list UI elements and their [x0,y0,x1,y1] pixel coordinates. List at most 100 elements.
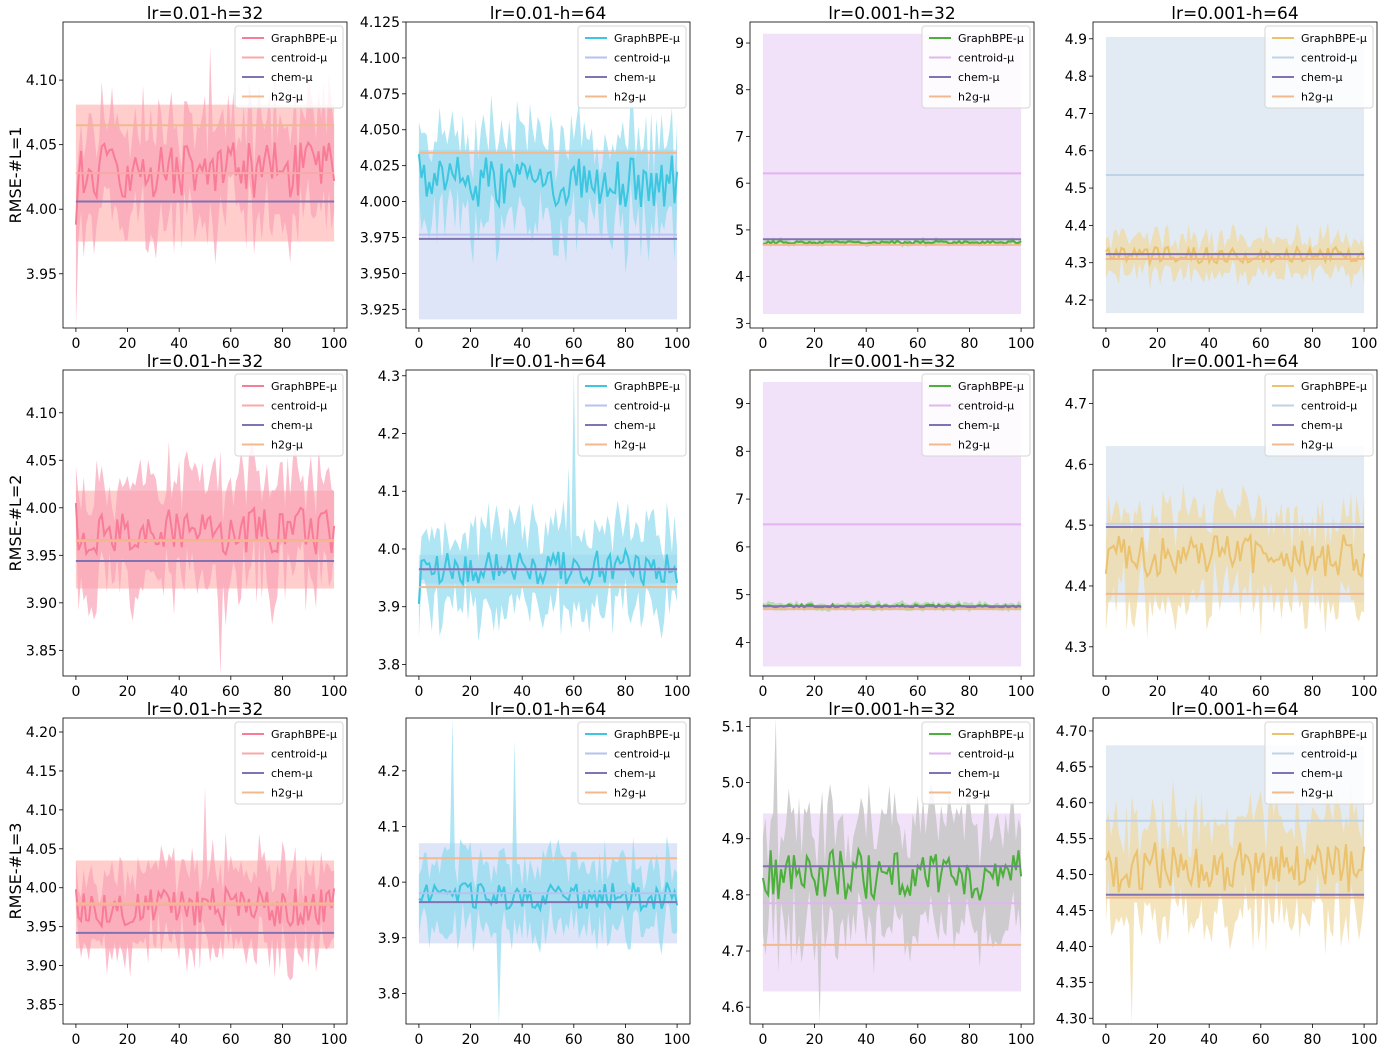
x-tick-label: 0 [758,684,767,700]
legend-box [577,25,687,109]
y-tick-label: 4.00 [26,202,57,218]
x-tick-label: 80 [617,336,635,352]
y-tick-label: 4.8 [1065,69,1087,85]
x-tick-label: 20 [1149,684,1167,700]
subplot-title: lr=0.001-h=64 [1171,4,1298,24]
x-tick-label: 40 [857,1032,875,1048]
x-tick-label: 40 [170,684,188,700]
x-tick-label: 100 [1008,1032,1035,1048]
legend-label-graphbpe: GraphBPE-μ [271,32,337,45]
x-tick-label: 40 [513,1032,531,1048]
y-tick-label: 4.60 [1056,796,1087,812]
x-tick-label: 100 [1351,1032,1378,1048]
graphbpe-band [75,440,335,675]
y-tick-label: 4 [735,636,744,652]
subplot-title: lr=0.001-h=64 [1171,700,1298,720]
legend-label-centroid: centroid-μ [958,748,1014,761]
x-tick-label: 60 [222,336,240,352]
plot-area [74,47,336,328]
plot-area [74,440,336,675]
legend-box [921,25,1031,109]
legend-label-graphbpe: GraphBPE-μ [614,728,680,741]
y-axis-label: RMSE-#L=3 [6,823,25,920]
legend-label-centroid: centroid-μ [958,52,1014,65]
legend-label-centroid: centroid-μ [271,52,327,65]
y-tick-label: 6 [735,540,744,556]
y-tick-label: 3.8 [378,986,400,1002]
y-tick-label: 4.00 [26,881,57,897]
x-tick-label: 80 [274,1032,292,1048]
y-tick-label: 4.05 [26,138,57,154]
axes-frame [405,369,691,677]
plot-area [418,718,679,1024]
subplot-r3-c1: 0 20 40 60 80 100 3.85 3.90 3.95 4.00 4.05 4.10 4.15… [6,700,347,1048]
x-tick-label: 60 [909,1032,927,1048]
y-tick-label: 4.7 [1065,396,1087,412]
legend-label-chem: chem-μ [1301,767,1342,780]
subplot-r2-c2: 0 20 40 60 80 100 3.8 3.9 4.0 4.1 4.2 4.3 lr=0.01-h=… [378,352,691,700]
y-tick-label: 4.025 [360,159,400,175]
x-tick-label: 40 [857,684,875,700]
legend-label-h2g: h2g-μ [614,439,646,452]
graphbpe-line [1104,532,1366,579]
x-tick-label: 100 [1351,684,1378,700]
legend-label-chem: chem-μ [614,419,655,432]
legend-label-centroid: centroid-μ [271,400,327,413]
y-tick-label: 6 [735,176,744,192]
y-tick-label: 4.1 [378,819,400,835]
y-tick-label: 3.9 [378,931,400,947]
legend: GraphBPE-μ centroid-μ chem-μ h2g-μ [1264,25,1374,109]
x-tick-label: 20 [462,684,480,700]
y-tick-label: 4.5 [1065,181,1087,197]
x-tick-label: 100 [664,684,691,700]
x-tick-label: 0 [71,1032,80,1048]
axes-frame [62,717,348,1025]
x-tick-label: 60 [222,684,240,700]
y-tick-label: 4.125 [360,15,400,31]
legend-label-chem: chem-μ [958,419,999,432]
legend-box [577,373,687,457]
subplot-r2-c1: 0 20 40 60 80 100 3.85 3.90 3.95 4.00 4.05 4.10 lr=0… [6,352,347,700]
x-tick-label: 20 [806,684,824,700]
y-tick-label: 4.20 [26,725,57,741]
y-axis-label: RMSE-#L=2 [6,475,25,572]
y-tick-label: 4.9 [1065,32,1087,48]
subplot-r2-c4: 0 20 40 60 80 100 4.3 4.4 4.5 4.6 4.7 lr=0.001-h=64… [1065,352,1378,700]
legend-label-h2g: h2g-μ [271,787,303,800]
legend-box [234,721,344,805]
x-tick-label: 100 [1008,684,1035,700]
y-tick-label: 4.10 [26,803,57,819]
graphbpe-band [1105,779,1365,1024]
y-tick-label: 3.85 [26,643,57,659]
subplot-r1-c3: 0 20 40 60 80 100 3 4 5 6 7 8 9 lr=0.001-h=32GraphBPE… [735,4,1034,352]
x-tick-label: 100 [321,684,348,700]
y-tick-label: 3.95 [26,548,57,564]
subplot-title: lr=0.01-h=32 [147,700,264,720]
legend: GraphBPE-μ centroid-μ chem-μ h2g-μ [577,25,687,109]
legend-label-chem: chem-μ [1301,71,1342,84]
subplot-r1-c1: 0 20 40 60 80 100 3.95 4.00 4.05 4.10 lr=0.01-h=32… [6,4,347,352]
y-tick-label: 9 [735,396,744,412]
x-tick-label: 20 [806,336,824,352]
graphbpe-line [762,239,1022,246]
legend-label-h2g: h2g-μ [614,787,646,800]
subplot-title: lr=0.01-h=32 [147,352,264,372]
x-tick-label: 80 [617,1032,635,1048]
legend: GraphBPE-μ centroid-μ chem-μ h2g-μ [921,25,1031,109]
graphbpe-line [418,881,679,913]
y-tick-label: 4.70 [1056,724,1087,740]
x-tick-label: 0 [71,684,80,700]
x-tick-label: 60 [565,336,583,352]
legend-box [1264,721,1374,805]
legend-label-chem: chem-μ [1301,419,1342,432]
legend-label-centroid: centroid-μ [614,400,670,413]
legend-label-graphbpe: GraphBPE-μ [271,728,337,741]
y-tick-label: 4.5 [1065,518,1087,534]
y-tick-label: 5 [735,223,744,239]
legend-label-h2g: h2g-μ [958,787,990,800]
legend-label-h2g: h2g-μ [1301,787,1333,800]
x-tick-label: 80 [274,684,292,700]
legend: GraphBPE-μ centroid-μ chem-μ h2g-μ [577,721,687,805]
x-tick-label: 60 [222,1032,240,1048]
